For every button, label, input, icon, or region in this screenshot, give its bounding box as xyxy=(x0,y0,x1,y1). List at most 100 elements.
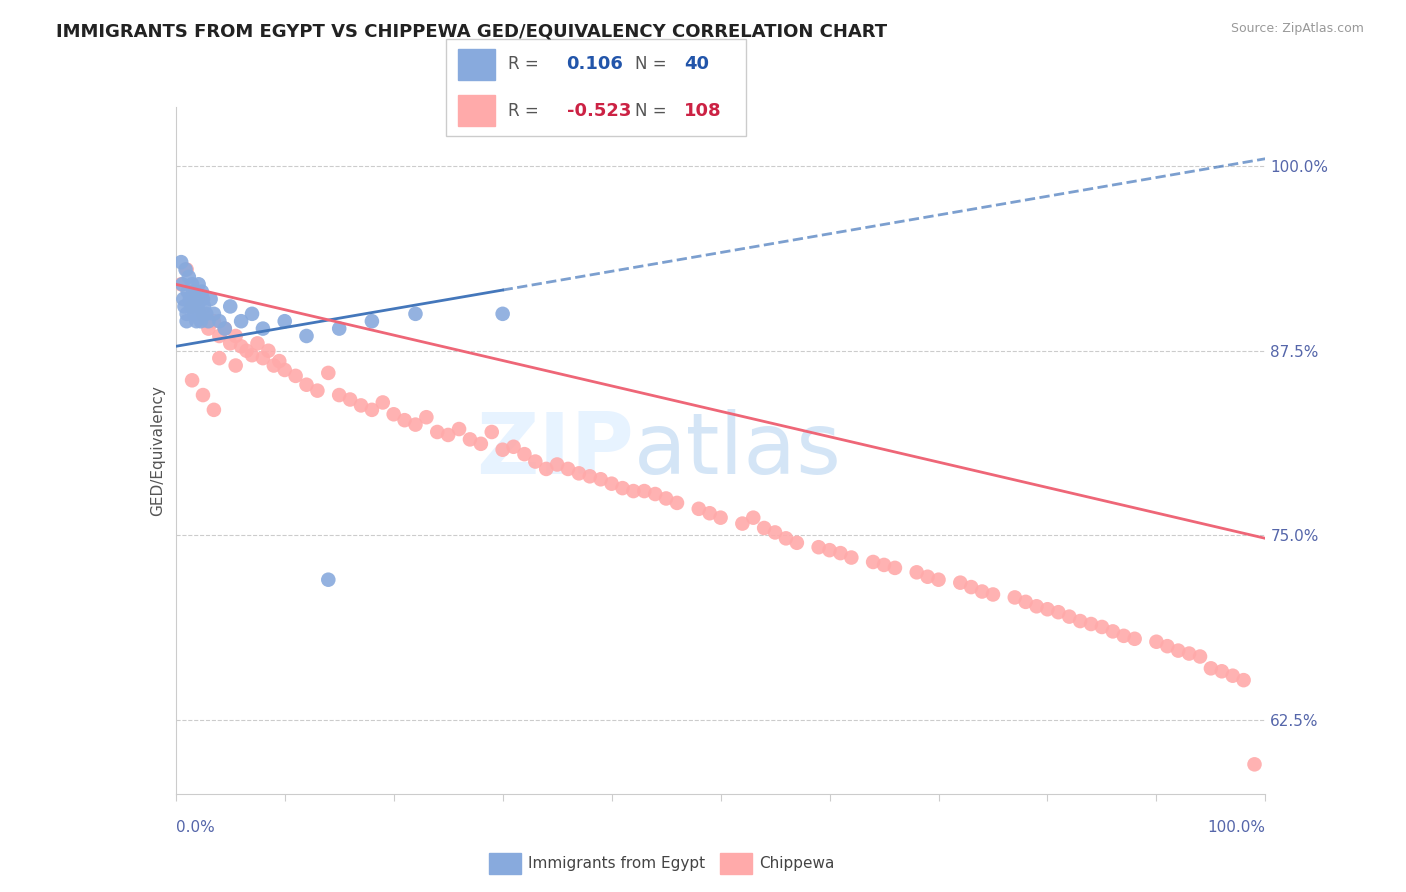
Point xyxy=(191,388,214,402)
Point xyxy=(176,262,198,277)
Point xyxy=(181,277,204,292)
Point xyxy=(295,377,318,392)
Point xyxy=(481,425,503,439)
Point xyxy=(1057,609,1080,624)
Point xyxy=(600,476,623,491)
Point xyxy=(183,307,205,321)
Point xyxy=(470,437,492,451)
Point xyxy=(1112,629,1135,643)
Point xyxy=(405,307,427,321)
Text: R =: R = xyxy=(508,102,538,120)
Point xyxy=(775,532,797,546)
Text: Source: ZipAtlas.com: Source: ZipAtlas.com xyxy=(1230,22,1364,36)
Point xyxy=(176,307,198,321)
Point xyxy=(360,402,382,417)
Point xyxy=(579,469,602,483)
Point xyxy=(184,292,207,306)
Point xyxy=(873,558,896,572)
Point xyxy=(190,314,212,328)
Point xyxy=(202,314,225,328)
Point xyxy=(928,573,950,587)
Point xyxy=(1189,649,1212,664)
Point xyxy=(170,255,193,269)
Point xyxy=(231,339,253,353)
Point xyxy=(170,277,193,292)
Point xyxy=(633,484,655,499)
Point xyxy=(524,454,547,468)
Point xyxy=(252,351,274,366)
Point xyxy=(492,442,515,457)
Point xyxy=(173,300,195,314)
Point xyxy=(180,300,202,314)
Point xyxy=(917,570,939,584)
Text: R =: R = xyxy=(508,55,538,73)
Point xyxy=(754,521,776,535)
Point xyxy=(200,292,222,306)
Point xyxy=(589,472,612,486)
Point xyxy=(246,336,269,351)
Point xyxy=(437,428,460,442)
Point xyxy=(970,584,993,599)
Point xyxy=(231,314,253,328)
Point xyxy=(214,321,236,335)
Point xyxy=(405,417,427,432)
Text: -0.523: -0.523 xyxy=(567,102,631,120)
Point xyxy=(195,307,218,321)
Point xyxy=(818,543,841,558)
Point xyxy=(807,540,830,554)
Point xyxy=(1243,757,1265,772)
Point xyxy=(269,354,291,368)
Point xyxy=(699,506,721,520)
Point xyxy=(1091,620,1114,634)
Text: Immigrants from Egypt: Immigrants from Egypt xyxy=(529,856,704,871)
Point xyxy=(612,481,634,495)
Point xyxy=(1167,643,1189,657)
Point xyxy=(763,525,786,540)
Point xyxy=(186,300,209,314)
Point xyxy=(235,343,257,358)
Point xyxy=(492,307,515,321)
Point xyxy=(1069,614,1091,628)
Point xyxy=(219,300,242,314)
Point xyxy=(172,292,194,306)
Point xyxy=(534,462,557,476)
Bar xyxy=(458,95,495,126)
Point xyxy=(1080,617,1102,632)
Point xyxy=(181,373,204,387)
Point xyxy=(240,307,263,321)
Point xyxy=(177,269,200,284)
Point xyxy=(1222,669,1244,683)
Point xyxy=(1232,673,1256,687)
Point xyxy=(219,336,242,351)
Bar xyxy=(489,853,520,874)
Text: ZIP: ZIP xyxy=(475,409,633,492)
Text: Chippewa: Chippewa xyxy=(759,856,835,871)
Point xyxy=(176,314,198,328)
Point xyxy=(208,351,231,366)
Point xyxy=(350,398,373,412)
Text: N =: N = xyxy=(634,55,666,73)
Point xyxy=(184,285,207,299)
Point xyxy=(949,575,972,590)
Point xyxy=(187,277,209,292)
Bar xyxy=(458,49,495,79)
Point xyxy=(360,314,382,328)
Point xyxy=(502,440,524,454)
Point xyxy=(177,285,200,299)
Point xyxy=(382,407,405,421)
Point xyxy=(307,384,329,398)
Point xyxy=(181,285,204,299)
Point xyxy=(328,321,350,335)
Point xyxy=(1025,599,1047,614)
Point xyxy=(1036,602,1059,616)
Point xyxy=(179,292,201,306)
Point xyxy=(274,314,297,328)
Point xyxy=(688,501,710,516)
Point xyxy=(830,546,852,560)
Point xyxy=(1123,632,1146,646)
Text: 40: 40 xyxy=(685,55,709,73)
Text: atlas: atlas xyxy=(633,409,841,492)
Point xyxy=(174,262,197,277)
Point xyxy=(225,329,247,343)
Point xyxy=(557,462,579,476)
